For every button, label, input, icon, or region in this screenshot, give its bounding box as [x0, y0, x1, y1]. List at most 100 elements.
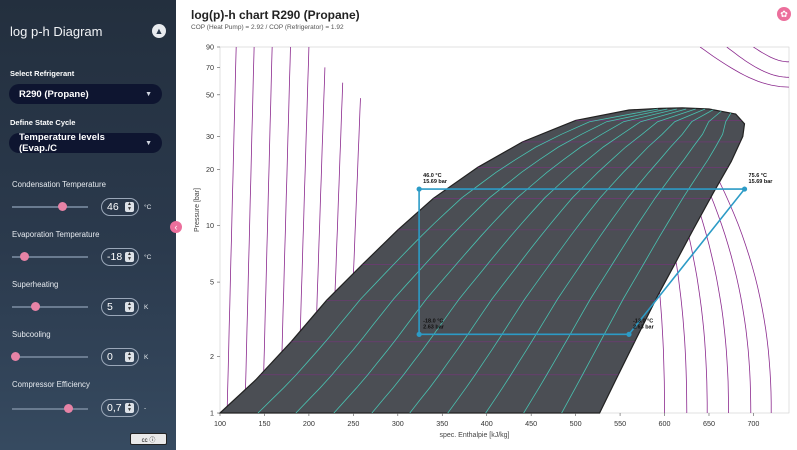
chevron-down-icon: ▼: [145, 139, 152, 147]
subcooling-input[interactable]: 0 ▲ ▼: [101, 348, 139, 366]
compressor-efficiency-slider[interactable]: [12, 404, 88, 413]
controls-panel: Condensation Temperature 46 ▲ ▼ °C Evapora…: [0, 164, 176, 450]
license-badge[interactable]: cc ⓘ: [130, 433, 167, 445]
y-tick-label: 90: [206, 43, 214, 52]
slider-knob[interactable]: [57, 202, 67, 211]
cycle-point-label: 15.69 bar: [423, 179, 448, 185]
x-tick-label: 300: [392, 419, 404, 428]
isotherm-line: [244, 47, 255, 413]
evaporation-temp-label: Evaporation Temperature: [12, 230, 100, 239]
quality-line: [371, 108, 687, 414]
sidebar-title: log p-h Diagram: [10, 23, 103, 39]
quality-line: [333, 108, 677, 414]
y-tick-label: 50: [206, 90, 214, 99]
cycle-point-label: 15.69 bar: [749, 179, 774, 185]
evaporation-temp-value: -18: [107, 251, 123, 263]
isotherm-line: [695, 161, 752, 413]
x-tick-label: 550: [614, 419, 626, 428]
isotherm-line: [708, 161, 772, 413]
spinner-icon[interactable]: ▲ ▼: [125, 352, 134, 362]
y-axis-label: Pressure [bar]: [194, 188, 201, 232]
cycle-select[interactable]: Temperature levels (Evap./C ▼: [9, 132, 162, 154]
x-tick-label: 150: [258, 419, 270, 428]
cycle-point-label: -13.0 °C: [633, 318, 653, 324]
quality-line: [523, 108, 725, 414]
compressor-efficiency-label: Compressor Efficiency: [12, 380, 90, 389]
spinner-icon[interactable]: ▲ ▼: [125, 202, 134, 212]
gear-icon[interactable]: ✿: [777, 7, 791, 21]
cycle-value: Temperature levels (Evap./C: [19, 132, 105, 154]
x-tick-label: 650: [703, 419, 715, 428]
compressor-efficiency-unit: -: [144, 405, 147, 412]
slider-knob[interactable]: [10, 352, 20, 361]
refrigerant-value: R290 (Propane): [19, 88, 89, 100]
spinner-icon[interactable]: ▲ ▼: [125, 252, 134, 262]
cop-subtitle: COP (Heat Pump) = 2.92 / COP (Refrigerat…: [191, 24, 344, 31]
subcooling-slider[interactable]: [10, 352, 88, 361]
condensation-temp-slider[interactable]: [12, 202, 88, 211]
y-tick-label: 30: [206, 132, 214, 141]
evaporation-temp-unit: °C: [144, 254, 152, 261]
superheating-unit: K: [144, 304, 149, 311]
isotherm-line: [753, 47, 789, 63]
spinner-icon[interactable]: ▲ ▼: [125, 403, 134, 413]
condensation-temp-label: Condensation Temperature: [12, 180, 106, 189]
condensation-temp-value: 46: [107, 201, 119, 213]
cycle-point: [741, 186, 748, 192]
y-tick-label: 5: [210, 278, 214, 287]
x-tick-label: 400: [481, 419, 493, 428]
superheating-value: 5: [107, 301, 113, 313]
slider-knob[interactable]: [19, 252, 29, 261]
sidebar-header: log p-h Diagram ▲: [0, 0, 176, 62]
subcooling-value: 0: [107, 351, 113, 363]
isotherm-line: [262, 47, 273, 413]
sidebar: log p-h Diagram ▲ Select Refrigerant R29…: [0, 0, 176, 450]
quality-line: [409, 108, 696, 414]
x-tick-label: 500: [570, 419, 582, 428]
condensation-temp-input[interactable]: 46 ▲ ▼: [101, 198, 139, 216]
cycle-point: [416, 186, 422, 192]
quality-line: [447, 108, 706, 414]
isotherm-line: [726, 47, 789, 78]
refrigerant-label: Select Refrigerant: [10, 69, 75, 78]
x-axis-label: spec. Enthalpie [kJ/kg]: [439, 432, 509, 439]
superheating-slider[interactable]: [12, 302, 88, 311]
cycle-label: Define State Cycle: [10, 118, 76, 127]
compressor-efficiency-input[interactable]: 0,7 ▲ ▼: [101, 399, 139, 417]
chevron-down-icon: ▼: [145, 90, 152, 98]
y-tick-label: 10: [206, 221, 214, 230]
isotherm-line: [280, 47, 291, 406]
spinner-icon[interactable]: ▲ ▼: [125, 302, 134, 312]
cycle-point-label: 75.6 °C: [749, 173, 767, 179]
page-title: log(p)-h chart R290 (Propane): [191, 8, 360, 22]
refrigerant-select[interactable]: R290 (Propane) ▼: [9, 84, 162, 104]
x-tick-label: 600: [659, 419, 671, 428]
slider-knob[interactable]: [63, 404, 73, 413]
evaporation-temp-slider[interactable]: [12, 252, 88, 261]
quality-line: [485, 108, 715, 414]
cycle-point-label: 2.63 bar: [633, 324, 655, 330]
x-tick-label: 700: [747, 419, 759, 428]
y-tick-label: 20: [206, 165, 214, 174]
cycle-point-label: -18.0 °C: [423, 318, 443, 324]
saturation-dome: [218, 107, 746, 414]
slider-knob[interactable]: [31, 302, 41, 311]
y-tick-label: 70: [206, 63, 214, 72]
condensation-temp-unit: °C: [144, 204, 152, 211]
y-tick-label: 1: [210, 409, 214, 418]
subcooling-unit: K: [144, 354, 149, 361]
quality-line: [295, 108, 668, 414]
x-tick-label: 350: [436, 419, 448, 428]
x-tick-label: 250: [347, 419, 359, 428]
y-tick-label: 2: [210, 352, 214, 361]
x-tick-label: 100: [214, 419, 226, 428]
cycle-point: [626, 331, 632, 337]
chevron-left-icon[interactable]: ‹: [170, 221, 182, 233]
evaporation-temp-input[interactable]: -18 ▲ ▼: [101, 248, 139, 266]
compressor-efficiency-value: 0,7: [107, 402, 122, 414]
chevron-up-icon[interactable]: ▲: [152, 24, 166, 38]
superheating-input[interactable]: 5 ▲ ▼: [101, 298, 139, 316]
